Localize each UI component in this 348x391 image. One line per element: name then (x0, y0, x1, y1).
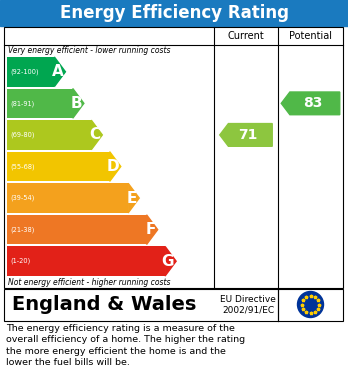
Text: The energy efficiency rating is a measure of the
overall efficiency of a home. T: The energy efficiency rating is a measur… (6, 324, 245, 368)
Text: B: B (70, 96, 82, 111)
Text: (39-54): (39-54) (10, 195, 34, 201)
Bar (7, 57, 54, 86)
Text: (92-100): (92-100) (10, 68, 39, 75)
Polygon shape (110, 152, 121, 181)
Text: F: F (145, 222, 156, 237)
Polygon shape (91, 120, 102, 150)
Text: (81-91): (81-91) (10, 100, 34, 107)
Bar (0, 0, 348, 26)
Bar (4, 289, 343, 321)
Text: Not energy efficient - higher running costs: Not energy efficient - higher running co… (8, 278, 171, 287)
Text: A: A (52, 64, 63, 79)
Bar (7, 152, 110, 181)
Polygon shape (281, 92, 340, 115)
Bar (4, 27, 343, 288)
Bar (7, 120, 91, 150)
Text: 83: 83 (303, 96, 322, 110)
Polygon shape (165, 246, 176, 276)
Text: Energy Efficiency Rating: Energy Efficiency Rating (60, 4, 288, 22)
Polygon shape (54, 57, 65, 86)
Text: Current: Current (228, 31, 264, 41)
Text: D: D (106, 159, 119, 174)
Text: C: C (89, 127, 100, 142)
Text: Very energy efficient - lower running costs: Very energy efficient - lower running co… (8, 46, 171, 55)
Text: Potential: Potential (289, 31, 332, 41)
Bar (7, 89, 73, 118)
Text: 71: 71 (238, 128, 258, 142)
Text: (1-20): (1-20) (10, 258, 30, 264)
Text: EU Directive
2002/91/EC: EU Directive 2002/91/EC (220, 295, 276, 314)
Bar (7, 183, 128, 213)
Text: E: E (127, 190, 137, 206)
Text: (55-68): (55-68) (10, 163, 34, 170)
Text: (69-80): (69-80) (10, 132, 34, 138)
Text: England & Wales: England & Wales (12, 295, 196, 314)
Polygon shape (73, 89, 84, 118)
Polygon shape (128, 183, 139, 213)
Bar (7, 215, 147, 244)
Bar (7, 246, 165, 276)
Text: (21-38): (21-38) (10, 226, 34, 233)
Polygon shape (147, 215, 158, 244)
Text: G: G (161, 254, 174, 269)
Polygon shape (220, 124, 272, 146)
Circle shape (298, 292, 324, 317)
